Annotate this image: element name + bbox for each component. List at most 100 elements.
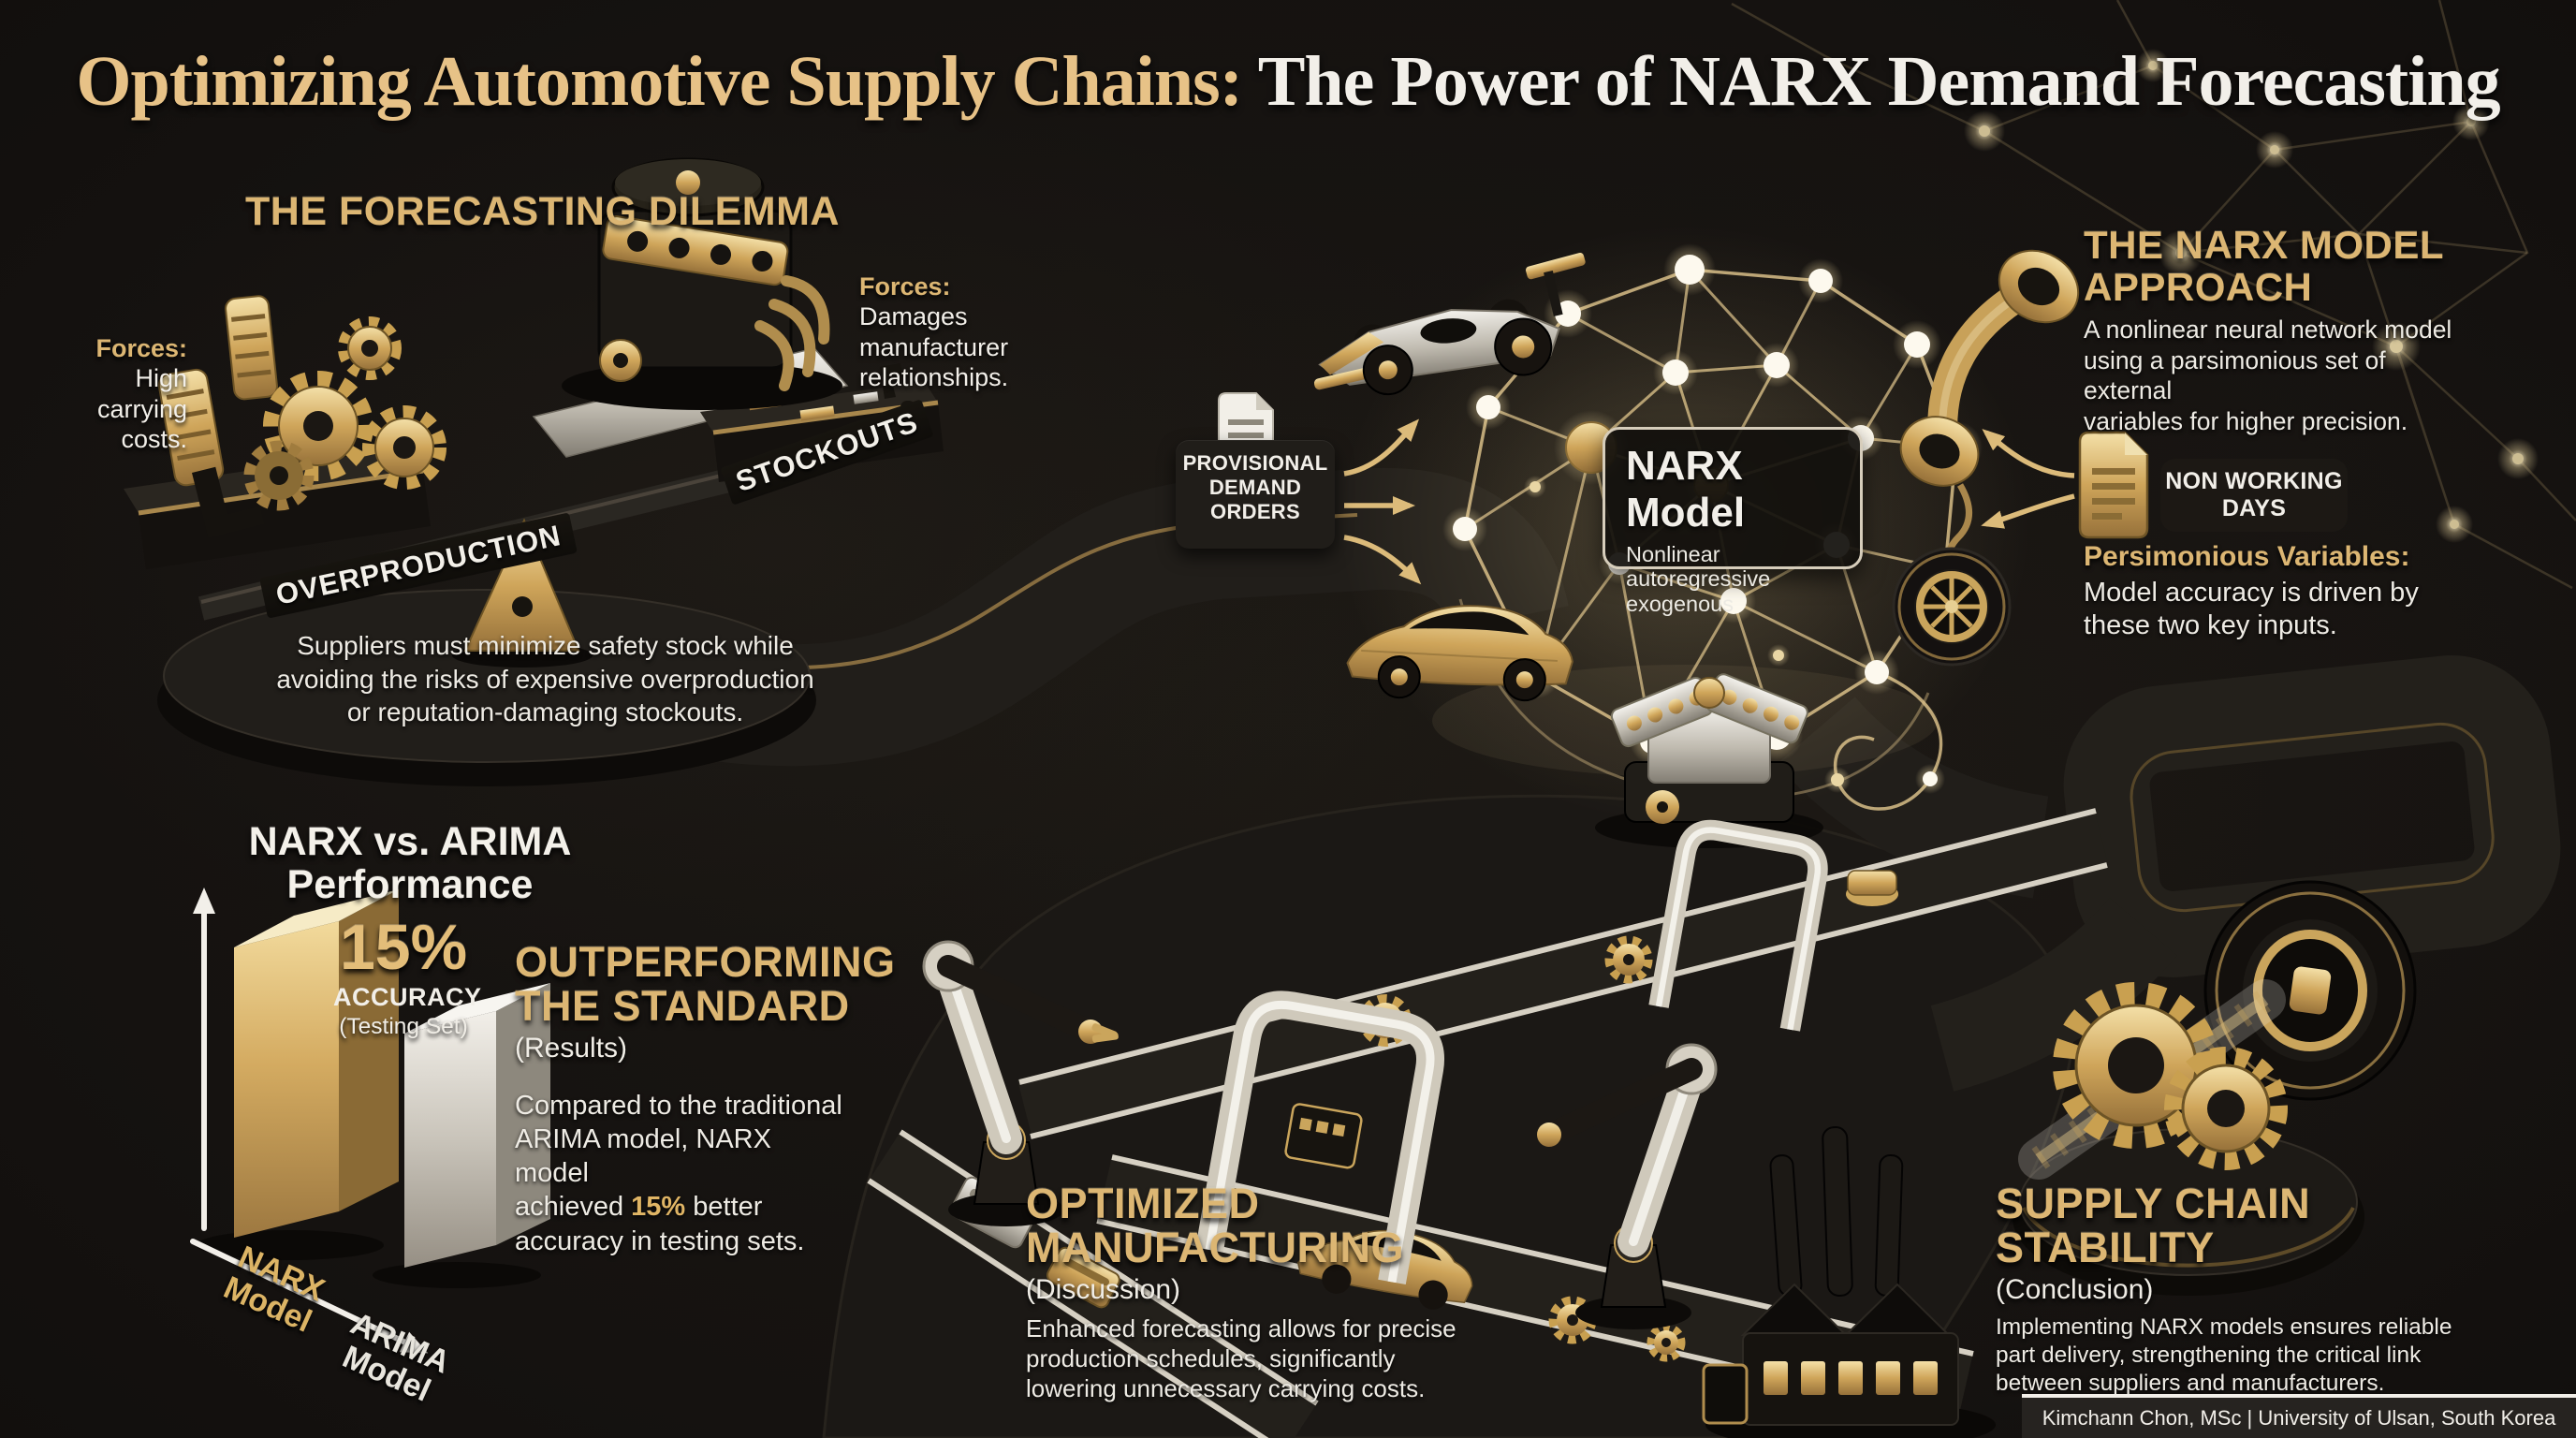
discussion-body: Enhanced forecasting allows for precise … bbox=[1026, 1313, 1475, 1404]
text-line: DEMAND bbox=[1208, 475, 1302, 499]
conclusion-section: SUPPLY CHAIN STABILITY (Conclusion) Impl… bbox=[1996, 1181, 2464, 1399]
gear-icon bbox=[243, 440, 315, 511]
page-title-white: The Power of NARX Demand Forecasting bbox=[1257, 42, 2501, 121]
narx-model-title: NARX Model bbox=[1626, 443, 1746, 536]
factory-icon bbox=[1702, 1126, 1996, 1438]
gear-icon bbox=[263, 371, 373, 481]
big-tire-icon bbox=[2203, 880, 2417, 1101]
document-icon bbox=[2078, 431, 2149, 539]
discussion-section: OPTIMIZED MANUFACTURING (Discussion) Enh… bbox=[1026, 1181, 1475, 1403]
conclusion-body: Implementing NARX models ensures reliabl… bbox=[1996, 1313, 2464, 1399]
text-line: achieved 15% better bbox=[515, 1192, 763, 1223]
constellation-nodes bbox=[1964, 49, 2539, 543]
variables-label: Persimonious Variables: bbox=[2084, 541, 2410, 572]
brainstem-curl bbox=[1833, 670, 1943, 811]
text-line: production schedules, significantly bbox=[1026, 1343, 1396, 1372]
text-line: MANUFACTURING bbox=[1026, 1224, 1404, 1272]
text-line: exogenous bbox=[1626, 591, 1734, 616]
text-line: or reputation-damaging stockouts. bbox=[346, 697, 744, 727]
fulcrum-icon bbox=[452, 518, 593, 668]
section-heading-discussion: OPTIMIZED MANUFACTURING bbox=[1026, 1181, 1419, 1270]
text-line: accuracy in testing sets. bbox=[515, 1225, 805, 1256]
approach-arrows bbox=[1981, 429, 2075, 529]
gear-icon bbox=[2164, 1047, 2288, 1170]
text-line: NARX vs. ARIMA bbox=[248, 819, 572, 864]
engine-part-icon bbox=[1046, 1246, 1120, 1309]
arima-bar bbox=[404, 983, 550, 1268]
engine-part-icon bbox=[1846, 870, 1898, 906]
non-working-days-badge: NON WORKING DAYS bbox=[2160, 459, 2348, 532]
text-line: OPTIMIZED bbox=[1026, 1180, 1260, 1227]
bar-chart bbox=[190, 888, 550, 1354]
text-line: variables for higher precision. bbox=[2084, 406, 2408, 435]
stat-sublabel: (Testing Set) bbox=[339, 1014, 468, 1039]
gear-icon bbox=[1604, 935, 1653, 984]
gear-icon bbox=[338, 316, 402, 380]
text-line: Compared to the traditional bbox=[515, 1090, 842, 1121]
text-line: High bbox=[135, 364, 187, 393]
text-line: these two key inputs. bbox=[2084, 609, 2337, 640]
narx-bar bbox=[234, 889, 399, 1238]
text-line: Enhanced forecasting allows for precise bbox=[1026, 1313, 1456, 1343]
gear-axle-illustration bbox=[2012, 880, 2417, 1296]
section-heading-conclusion: SUPPLY CHAIN STABILITY bbox=[1996, 1181, 2333, 1270]
parsimonious-variables-callout: Persimonious Variables: Model accuracy i… bbox=[2084, 541, 2458, 642]
forces-label: Forces: bbox=[95, 334, 187, 362]
text-line: A nonlinear neural network model bbox=[2084, 315, 2452, 344]
forces-label: Forces: bbox=[859, 272, 951, 301]
gear-icon bbox=[1647, 1323, 1686, 1362]
text-line: using a parsimonious set of external bbox=[2084, 345, 2386, 405]
text-line: Suppliers must minimize safety stock whi… bbox=[297, 631, 794, 660]
text-line: manufacturer bbox=[859, 332, 1009, 361]
stat-label: ACCURACY bbox=[333, 983, 482, 1011]
text-line: Damages bbox=[859, 302, 968, 331]
gantry-arch-icon bbox=[1648, 819, 1828, 1032]
text-line: OUTPERFORMING bbox=[515, 938, 896, 986]
narx-model-box: NARX Model Nonlinear autoregressive exog… bbox=[1603, 427, 1863, 616]
credit-bar: Kimchann Chon, MSc | University of Ulsan… bbox=[2022, 1394, 2576, 1438]
forces-right-callout: Forces: Damages manufacturer relationshi… bbox=[859, 271, 1075, 393]
text-line: Model accuracy is driven by bbox=[2084, 578, 2419, 608]
text-line: APPROACH bbox=[2084, 264, 2313, 309]
text-line: Performance bbox=[286, 862, 534, 908]
conveyor-belt-upper bbox=[1017, 808, 2109, 1139]
gantry-arch-icon bbox=[1195, 990, 1444, 1284]
narx-model-subtitle: Nonlinear autoregressive exogenous bbox=[1626, 542, 1860, 616]
text-line: THE NARX MODEL bbox=[2084, 223, 2444, 267]
stat-value: 15% bbox=[339, 912, 468, 983]
robot-arm-icon bbox=[922, 940, 1119, 1226]
gear-icon bbox=[362, 405, 446, 490]
text-line: relationships. bbox=[859, 363, 1009, 392]
results-body: Compared to the traditional ARIMA model,… bbox=[515, 1089, 852, 1258]
narx-approach-body: A nonlinear neural network model using a… bbox=[2084, 315, 2458, 436]
text-line: DAYS bbox=[2221, 495, 2287, 521]
section-heading-narx-approach: THE NARX MODEL APPROACH bbox=[2084, 223, 2486, 309]
section-heading-results: OUTPERFORMING THE STANDARD bbox=[515, 938, 896, 1031]
text-line: between suppliers and manufacturers. bbox=[1996, 1371, 2385, 1397]
text-line: NON WORKING bbox=[2165, 468, 2343, 494]
text-line: Nonlinear autoregressive bbox=[1626, 542, 1771, 592]
text-line: lowering unnecessary carrying costs. bbox=[1026, 1373, 1426, 1402]
text-line: carrying bbox=[96, 394, 187, 423]
robot-arm-icon bbox=[1537, 1043, 1718, 1329]
results-section: OUTPERFORMING THE STANDARD (Results) Com… bbox=[515, 938, 896, 1258]
engine-icon bbox=[562, 157, 842, 410]
chart-title: NARX vs. ARIMA Performance bbox=[242, 820, 578, 907]
page-title: Optimizing Automotive Supply Chains: The… bbox=[0, 41, 2576, 123]
race-car-icon bbox=[1313, 252, 1586, 396]
input-arrows bbox=[1343, 418, 1422, 585]
text-line: Implementing NARX models ensures reliabl… bbox=[1996, 1313, 2452, 1340]
section-subheading: (Conclusion) bbox=[1996, 1273, 2154, 1305]
variables-body: Model accuracy is driven by these two ke… bbox=[2084, 577, 2458, 642]
highlight-15-percent: 15% bbox=[631, 1192, 686, 1223]
section-subheading: (Discussion) bbox=[1026, 1273, 1181, 1305]
text-line: avoiding the risks of expensive overprod… bbox=[276, 664, 814, 694]
text-line: THE STANDARD bbox=[515, 982, 850, 1031]
dilemma-caption: Suppliers must minimize safety stock whi… bbox=[271, 629, 819, 729]
forces-left-callout: Forces: High carrying costs. bbox=[37, 333, 187, 455]
gear-pile-icon bbox=[157, 295, 446, 538]
section-heading-forecasting-dilemma: THE FORECASTING DILEMMA bbox=[245, 189, 840, 234]
text-line: SUPPLY CHAIN bbox=[1996, 1180, 2311, 1227]
text-line: part delivery, strengthening the critica… bbox=[1996, 1342, 2422, 1368]
